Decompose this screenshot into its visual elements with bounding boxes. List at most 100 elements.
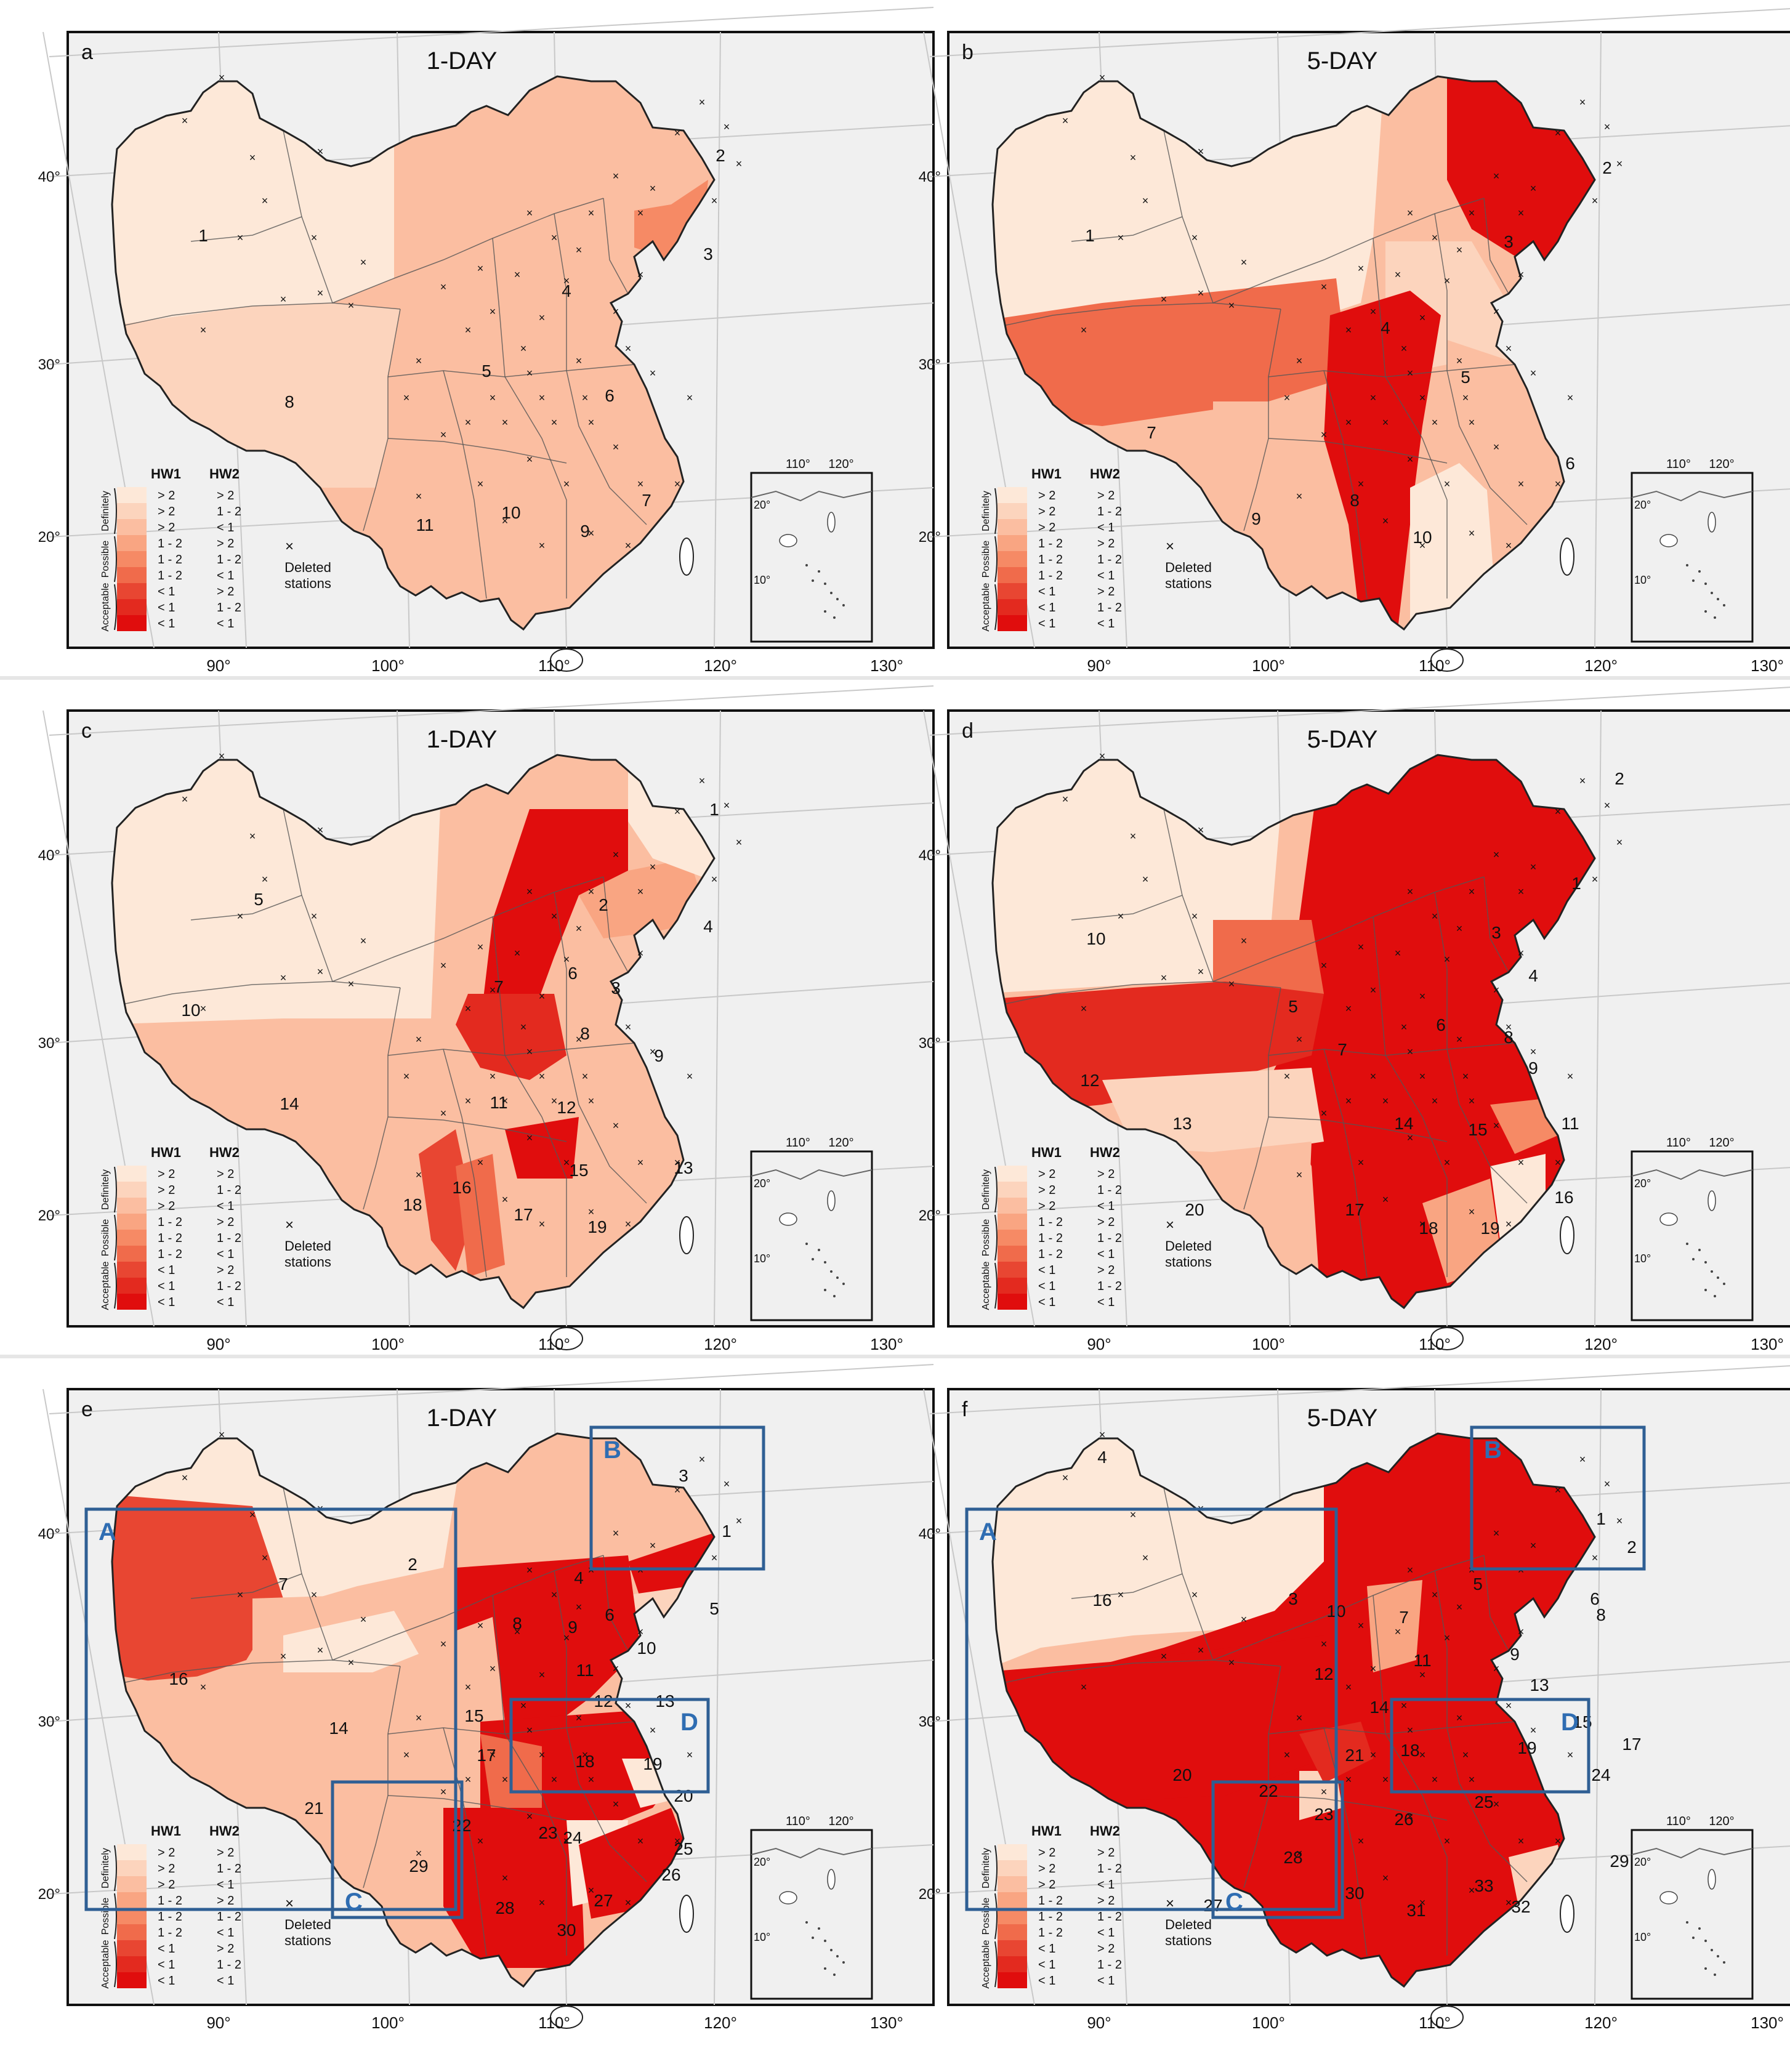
region-label: 3 (1491, 923, 1501, 942)
inset-lat-label: 10° (1634, 574, 1651, 586)
hainan-island (1430, 1327, 1464, 1350)
region-label: 14 (280, 1094, 299, 1113)
deleted-station-marker: × (1469, 885, 1475, 898)
meridian-line (1594, 1389, 1602, 2005)
lat-tick-label: 40° (38, 847, 60, 864)
legend-brace (994, 536, 998, 582)
region-label: 9 (1528, 1058, 1538, 1078)
deleted-station-marker: × (1444, 1156, 1451, 1169)
legend-header-hw1: HW1 (1031, 1145, 1062, 1160)
legend-hw1-value: < 1 (158, 1958, 175, 1972)
deleted-station-marker: × (674, 1156, 681, 1169)
deleted-station-marker: × (490, 1749, 496, 1761)
legend-hw1-value: > 2 (1038, 489, 1055, 502)
legend-hw1-value: 1 - 2 (1038, 537, 1063, 550)
deleted-station-marker: × (613, 1798, 619, 1810)
region-border (1212, 1555, 1485, 1661)
deleted-station-marker: × (1345, 1681, 1352, 1693)
deleted-station-marker: × (1062, 793, 1069, 805)
deleted-station-marker: × (1118, 910, 1124, 922)
deleted-station-marker: × (200, 324, 207, 336)
inset-coast (1631, 1847, 1753, 1859)
deleted-station-marker: × (1321, 1107, 1328, 1119)
deleted-station-marker: × (249, 151, 256, 164)
legend-hw2-value: < 1 (217, 1926, 234, 1940)
legend-header-hw2: HW2 (209, 1823, 240, 1839)
inset-island-dot (1692, 1937, 1695, 1939)
deleted-station-marker: × (1321, 429, 1328, 441)
deleted-station-marker: × (625, 1218, 632, 1230)
deleted-station-marker: × (1284, 1749, 1291, 1761)
region-border (1268, 1795, 1448, 1821)
china-outline-group (111, 754, 716, 1350)
legend-hw1-value: > 2 (158, 1199, 175, 1213)
lon-tick-label: 130° (1751, 2014, 1784, 2032)
deleted-station-marker: × (1407, 1564, 1414, 1576)
legend-deleted-label: stations (1165, 576, 1212, 591)
legend-group-label: Definitely (100, 1169, 111, 1210)
legend-hw1-value: 1 - 2 (158, 1232, 182, 1245)
legend-swatch (998, 1876, 1027, 1892)
meridian-line (714, 1389, 721, 2005)
region-border (1385, 376, 1448, 599)
deleted-station-marker: × (1518, 1156, 1525, 1169)
deleted-station-marker: × (1296, 355, 1303, 367)
inset-island-dot (1698, 1927, 1701, 1930)
deleted-station-marker: × (625, 1699, 632, 1712)
deleted-station-marker: × (539, 1669, 546, 1681)
region-label: 19 (587, 1217, 607, 1236)
panel-b: × × × × × × × × × × × × × × × × × × × × × × × × × × × × × × × × × × × × × × × ×… (919, 8, 1790, 675)
inset-island-dot (1714, 1973, 1716, 1976)
deleted-station-marker: × (1506, 1218, 1512, 1230)
parallel-line (49, 1364, 934, 1414)
region-label: 17 (1345, 1200, 1364, 1219)
deleted-station-marker: × (1345, 416, 1352, 429)
deleted-station-marker: × (1395, 1626, 1401, 1638)
legend-swatch (117, 1262, 147, 1278)
deleted-station-marker: × (317, 1644, 324, 1656)
region-border (603, 876, 629, 973)
legend-swatch (117, 519, 147, 535)
legend-brace (994, 1893, 998, 1940)
deleted-station-marker: × (526, 1132, 533, 1144)
inset-hainan (779, 1212, 797, 1226)
deleted-station-marker: × (551, 416, 558, 429)
inset-frame (1631, 1150, 1754, 1321)
legend-swatch (117, 1940, 147, 1956)
deleted-station-marker: × (416, 490, 422, 502)
deleted-station-marker: × (1284, 392, 1291, 404)
deleted-station-marker: × (650, 1724, 656, 1736)
legend-group-label: Possible (100, 1898, 111, 1935)
deleted-station-marker: × (1062, 1472, 1069, 1484)
legend-hw2-value: < 1 (1097, 1878, 1115, 1892)
lat-tick-label: 40° (919, 847, 941, 864)
legend-brace (994, 584, 998, 631)
lon-tick-label: 120° (1584, 1335, 1618, 1353)
deleted-station-marker: × (563, 478, 570, 490)
legend-hw2-value: > 2 (1097, 1846, 1115, 1860)
panel-title: 1-DAY (427, 1405, 498, 1432)
taiwan-island (1560, 538, 1574, 576)
deleted-station-marker: × (317, 287, 324, 299)
legend-hw1-value: < 1 (158, 617, 175, 631)
box-A (84, 1507, 458, 1911)
deleted-station-marker: × (650, 1046, 656, 1058)
legend-swatch (117, 1278, 147, 1294)
inset-map: 110° 120° 20° 10° (1631, 458, 1754, 643)
deleted-station-marker: × (348, 1656, 355, 1669)
region-border (566, 1049, 647, 1204)
deleted-station-marker: × (576, 244, 583, 256)
deleted-station-marker: × (687, 1070, 693, 1082)
deleted-station-marker: × (440, 429, 447, 441)
deleted-station-marker: × (1530, 182, 1537, 195)
lon-tick-label: 90° (206, 2014, 230, 2032)
deleted-station-marker: × (576, 1712, 583, 1724)
lon-tick-label: 100° (1252, 1335, 1285, 1353)
deleted-station-marker: × (262, 195, 268, 207)
deleted-station-marker: × (280, 1650, 287, 1663)
box-C (331, 1780, 464, 1919)
inset-island-dot (1723, 604, 1725, 607)
legend-header-hw2: HW2 (209, 466, 240, 482)
deleted-station-marker: × (650, 367, 656, 379)
deleted-station-marker: × (1493, 1527, 1500, 1539)
